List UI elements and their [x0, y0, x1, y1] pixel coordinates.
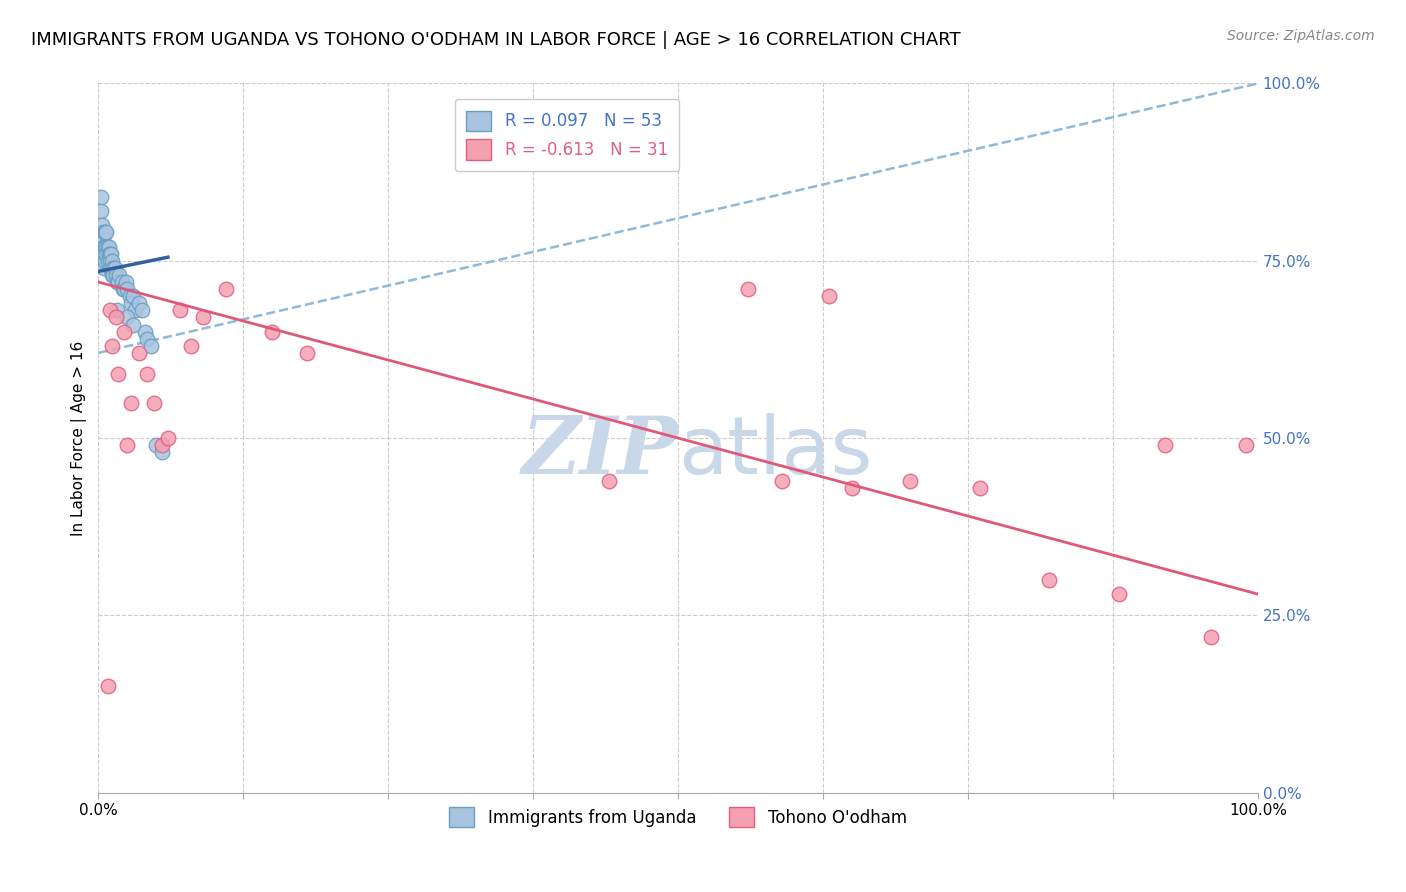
Point: [1234, 438, 1257, 452]
Point: [1201, 630, 1223, 644]
Point: [91, 239, 114, 253]
Point: [93, 260, 115, 275]
Point: [107, 275, 129, 289]
Point: [120, 395, 142, 409]
Point: [98, 246, 121, 260]
Point: [107, 368, 129, 382]
Point: [1108, 587, 1130, 601]
Point: [841, 481, 863, 495]
Point: [169, 303, 191, 318]
Point: [97, 246, 120, 260]
Point: [93, 253, 115, 268]
Point: [108, 268, 131, 282]
Point: [898, 474, 921, 488]
Point: [131, 303, 153, 318]
Point: [136, 368, 159, 382]
Point: [103, 260, 125, 275]
Point: [103, 260, 125, 275]
Point: [112, 325, 135, 339]
Text: atlas: atlas: [678, 413, 873, 491]
Point: [90, 204, 112, 219]
Point: [104, 310, 127, 325]
Point: [191, 310, 214, 325]
Point: [101, 339, 124, 353]
Point: [100, 260, 122, 275]
Point: [136, 332, 159, 346]
Point: [91, 232, 114, 246]
Point: [90, 190, 112, 204]
Text: ZIP: ZIP: [522, 414, 678, 491]
Point: [104, 268, 127, 282]
Point: [817, 289, 839, 303]
Point: [98, 253, 121, 268]
Point: [103, 268, 125, 282]
Point: [90, 219, 112, 233]
Point: [98, 260, 121, 275]
Point: [97, 679, 120, 693]
Point: [94, 239, 117, 253]
Point: [772, 474, 794, 488]
Point: [96, 226, 118, 240]
Point: [150, 438, 173, 452]
Point: [128, 296, 150, 310]
Point: [93, 246, 115, 260]
Point: [139, 339, 162, 353]
Point: [117, 282, 139, 296]
Point: [143, 395, 166, 409]
Point: [100, 246, 122, 260]
Point: [97, 239, 120, 253]
Point: [105, 275, 128, 289]
Point: [96, 239, 118, 253]
Point: [180, 339, 202, 353]
Point: [598, 474, 620, 488]
Point: [150, 445, 173, 459]
Point: [96, 246, 118, 260]
Point: [122, 318, 145, 332]
Point: [115, 275, 138, 289]
Point: [112, 282, 135, 296]
Text: IMMIGRANTS FROM UGANDA VS TOHONO O'ODHAM IN LABOR FORCE | AGE > 16 CORRELATION C: IMMIGRANTS FROM UGANDA VS TOHONO O'ODHAM…: [31, 31, 960, 49]
Point: [117, 310, 139, 325]
Point: [90, 226, 112, 240]
Point: [295, 346, 318, 360]
Text: Source: ZipAtlas.com: Source: ZipAtlas.com: [1227, 29, 1375, 43]
Point: [105, 303, 128, 318]
Point: [111, 282, 134, 296]
Y-axis label: In Labor Force | Age > 16: In Labor Force | Age > 16: [72, 341, 87, 536]
Point: [97, 253, 120, 268]
Point: [97, 239, 120, 253]
Point: [128, 346, 150, 360]
Point: [124, 303, 146, 318]
Point: [145, 438, 167, 452]
Point: [110, 275, 132, 289]
Point: [117, 438, 139, 452]
Point: [101, 253, 124, 268]
Point: [156, 431, 179, 445]
Point: [98, 303, 121, 318]
Point: [1038, 573, 1060, 587]
Point: [969, 481, 991, 495]
Point: [101, 268, 124, 282]
Point: [122, 289, 145, 303]
Point: [94, 253, 117, 268]
Point: [215, 282, 238, 296]
Point: [93, 226, 115, 240]
Legend: Immigrants from Uganda, Tohono O'odham: Immigrants from Uganda, Tohono O'odham: [443, 800, 914, 834]
Point: [737, 282, 759, 296]
Point: [262, 325, 284, 339]
Point: [134, 325, 156, 339]
Point: [1154, 438, 1177, 452]
Point: [120, 296, 142, 310]
Point: [94, 226, 117, 240]
Point: [118, 289, 141, 303]
